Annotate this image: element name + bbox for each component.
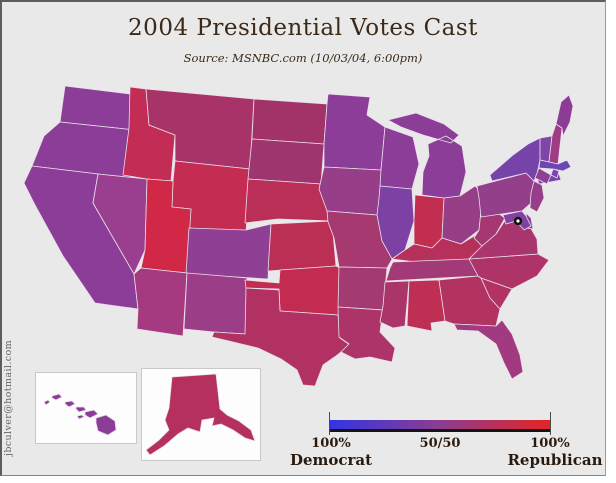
legend-underline-bar <box>330 429 550 432</box>
state-ME <box>555 94 574 137</box>
author-watermark: jbculver@hotmail.com <box>3 340 14 457</box>
state-AR <box>337 266 388 311</box>
state-SD <box>247 138 325 185</box>
state-MN <box>323 93 386 171</box>
alaska-map <box>145 373 256 456</box>
state-CT <box>534 167 552 185</box>
state-NH <box>548 123 563 165</box>
legend-tick-right <box>550 412 551 435</box>
hawaii-map <box>43 393 117 436</box>
state-CO <box>185 223 272 280</box>
state-WI <box>379 126 420 190</box>
state-FL <box>453 319 524 380</box>
alaska-inset-box <box>141 368 261 461</box>
hawaii-inset-box <box>35 372 137 444</box>
state-NJ <box>529 180 545 213</box>
state-AK <box>145 373 256 456</box>
state-MA <box>538 159 572 172</box>
state-PA <box>476 172 535 218</box>
state-NE <box>244 178 333 224</box>
state-HI <box>43 393 117 436</box>
page-title: 2004 Presidential Votes Cast <box>128 15 478 41</box>
legend-republican-pct: 100% <box>530 436 570 451</box>
states-layer <box>23 85 574 387</box>
legend-democrat-label: Democrat <box>289 451 373 469</box>
state-NV <box>92 173 148 275</box>
us-choropleth-map <box>23 85 574 387</box>
state-AZ <box>133 267 188 337</box>
dc-marker <box>513 216 523 226</box>
state-AL <box>406 279 446 332</box>
state-ND <box>251 98 328 145</box>
dc-marker-circle <box>516 219 520 223</box>
state-NM <box>183 272 248 335</box>
legend-democrat-pct: 100% <box>311 436 351 451</box>
source-caption: Source: MSNBC.com (10/03/04, 6:00pm) <box>183 51 423 65</box>
state-KS <box>267 220 337 272</box>
legend-tick-left <box>329 412 330 435</box>
legend-gradient-bar <box>330 420 550 429</box>
state-TX <box>211 287 351 387</box>
state-RI <box>550 168 560 179</box>
state-MS <box>379 280 410 329</box>
legend-5050-label: 50/50 <box>419 436 461 451</box>
state-NC <box>468 253 550 290</box>
legend-republican-label: Republican <box>507 451 603 469</box>
